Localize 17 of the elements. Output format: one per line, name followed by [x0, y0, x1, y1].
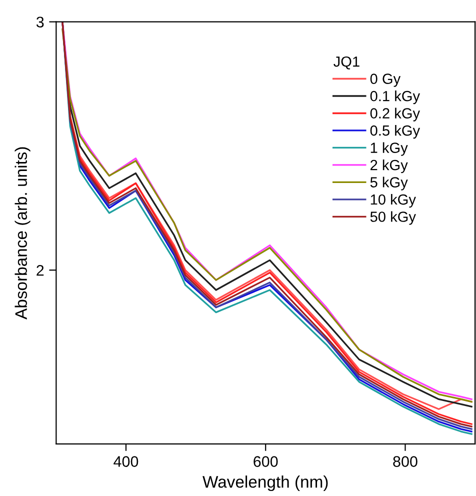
- x-axis-title: Wavelength (nm): [202, 476, 328, 492]
- y-tick-label: 3: [36, 16, 44, 28]
- legend-label: 1 kGy: [370, 142, 408, 156]
- legend-label: 0.2 kGy: [370, 108, 420, 122]
- y-tick-label: 2: [36, 264, 44, 276]
- legend-label: 5 kGy: [370, 176, 408, 190]
- y-axis-title: Absorbance (arb. units): [14, 147, 30, 320]
- x-tick-label: 800: [393, 456, 418, 467]
- legend-label: 50 kGy: [370, 211, 416, 225]
- legend-label: 0.5 kGy: [370, 125, 420, 139]
- x-tick-label: 600: [254, 456, 278, 467]
- legend-label: 0.1 kGy: [370, 90, 420, 104]
- x-tick-label: 400: [114, 456, 138, 467]
- legend-label: 2 kGy: [370, 159, 408, 174]
- legend-label: 10 kGy: [370, 194, 416, 208]
- legend-label: 0 Gy: [370, 74, 401, 87]
- legend-title: JQ1: [334, 56, 360, 70]
